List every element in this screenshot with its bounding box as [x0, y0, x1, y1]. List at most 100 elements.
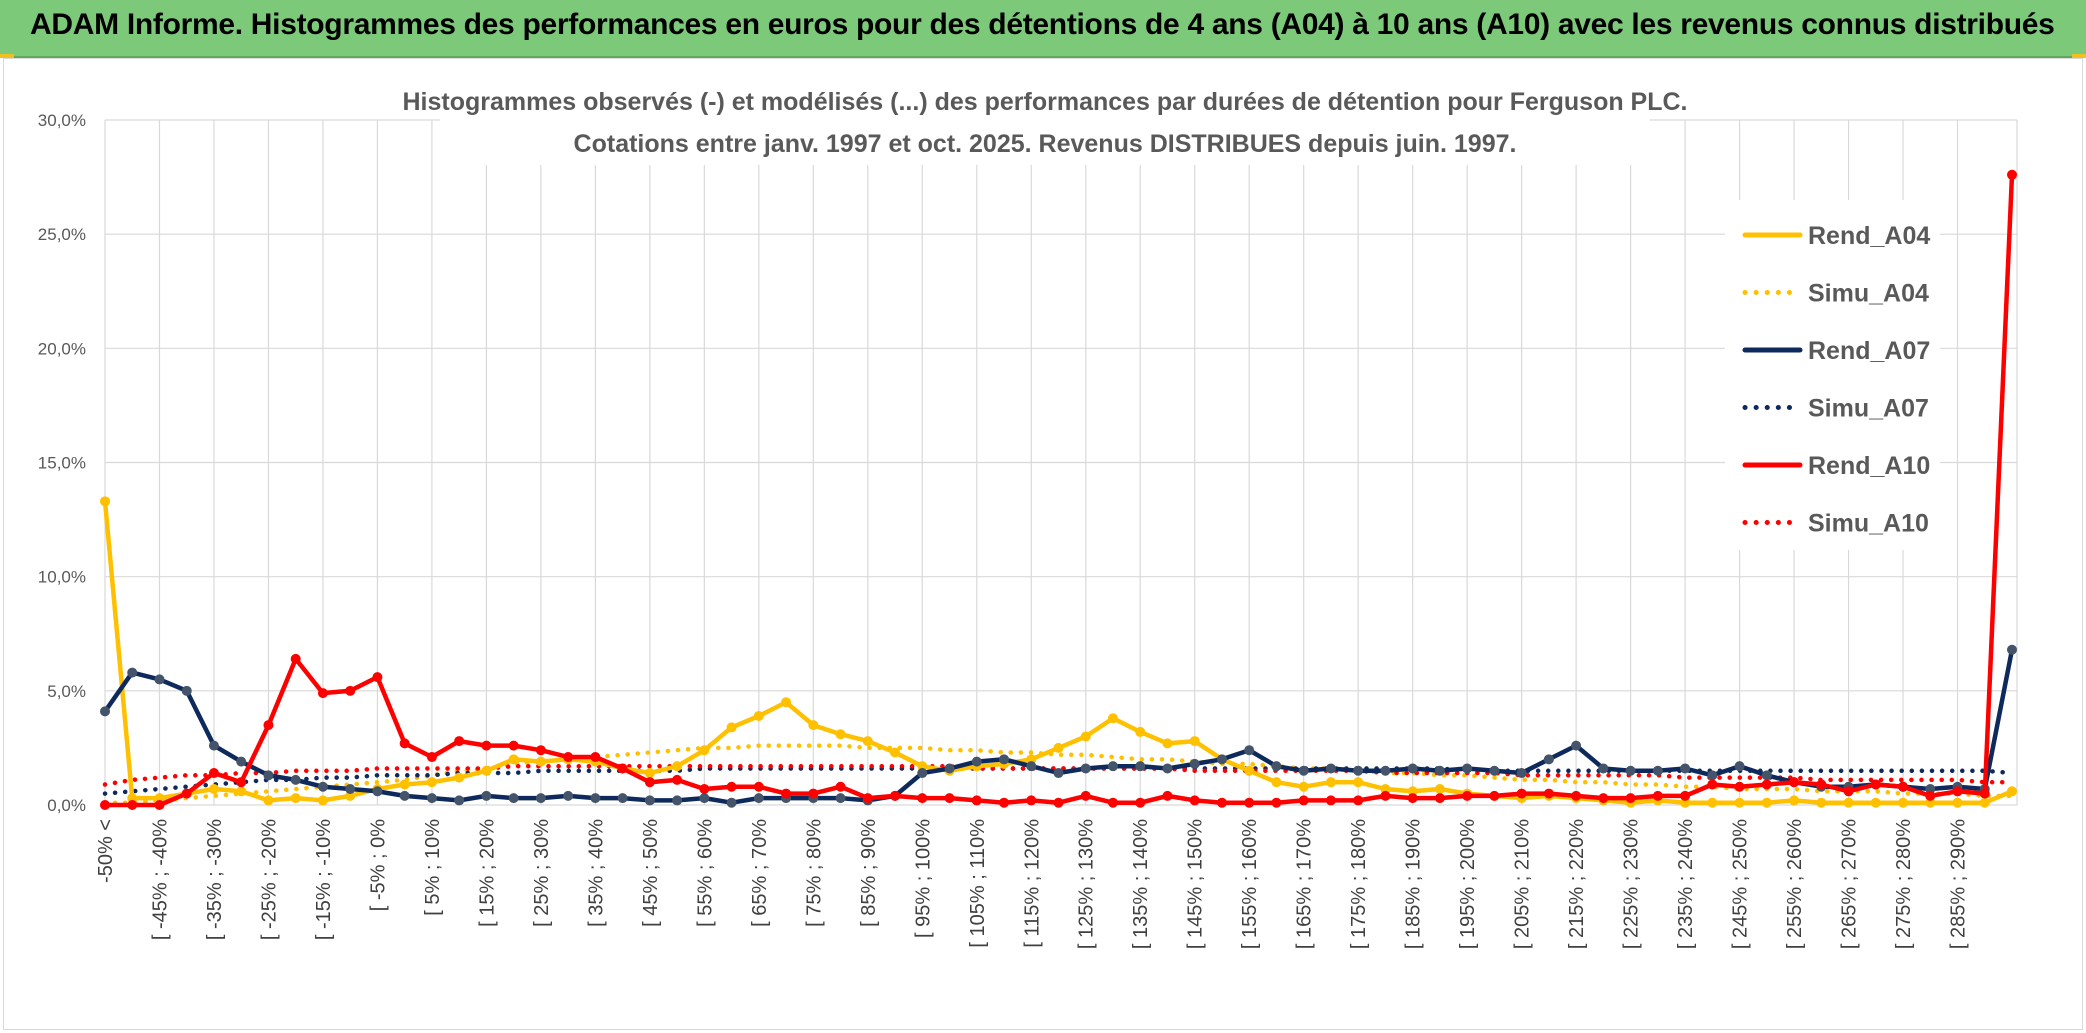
data-point-rend_a10	[1652, 790, 1663, 801]
data-point-rend_a10	[699, 784, 710, 795]
x-tick-label: [ 245% ; 250%	[1730, 819, 1752, 949]
data-point-rend_a07	[127, 667, 138, 678]
data-point-rend_a07	[1407, 763, 1418, 774]
data-point-rend_a07	[508, 793, 519, 804]
series-layer	[100, 169, 2017, 810]
data-point-rend_a04	[454, 772, 465, 783]
data-point-rend_a10	[1952, 786, 1963, 797]
x-tick-label: [ 255% ; 260%	[1784, 819, 1806, 949]
data-point-rend_a10	[1325, 795, 1336, 806]
x-tick-label: [ 115% ; 120%	[1021, 819, 1043, 948]
data-point-rend_a07	[1216, 754, 1227, 765]
data-point-rend_a04	[1162, 738, 1173, 749]
data-point-rend_a04	[208, 784, 219, 795]
data-point-rend_a10	[1462, 790, 1473, 801]
data-point-rend_a07	[563, 790, 574, 801]
y-tick-label: 10,0%	[38, 568, 86, 587]
data-point-rend_a07	[154, 674, 165, 685]
data-point-rend_a07	[971, 756, 982, 767]
data-point-rend_a10	[644, 777, 655, 788]
data-point-rend_a04	[535, 756, 546, 767]
data-point-rend_a07	[454, 795, 465, 806]
data-point-rend_a10	[426, 752, 437, 763]
data-point-rend_a04	[890, 747, 901, 758]
data-point-rend_a04	[481, 765, 492, 776]
data-point-rend_a10	[1598, 793, 1609, 804]
data-point-rend_a04	[1843, 797, 1854, 808]
data-point-rend_a07	[699, 793, 710, 804]
x-axis-ticks: -50% < [ -45% ; -40% [ -35% ; -30% [ -25% ;…	[95, 819, 1970, 949]
data-point-rend_a07	[1598, 763, 1609, 774]
data-point-rend_a10	[1979, 788, 1990, 799]
data-point-rend_a04	[100, 496, 110, 507]
data-point-rend_a10	[100, 800, 110, 810]
data-point-rend_a10	[154, 800, 165, 810]
data-point-rend_a07	[1353, 765, 1364, 776]
data-point-rend_a10	[454, 736, 465, 747]
data-point-rend_a04	[1816, 797, 1827, 808]
corner-accent-right	[2072, 54, 2086, 58]
data-point-rend_a10	[2007, 169, 2017, 180]
data-point-rend_a10	[1489, 790, 1500, 801]
data-point-rend_a04	[753, 710, 764, 721]
data-point-rend_a10	[317, 688, 328, 699]
x-tick-label: [ 105% ; 110%	[967, 819, 989, 948]
data-point-rend_a07	[1107, 761, 1118, 772]
data-point-rend_a10	[1026, 795, 1037, 806]
data-point-rend_a10	[399, 738, 410, 749]
data-point-rend_a04	[808, 720, 819, 731]
data-point-rend_a10	[208, 768, 219, 779]
data-point-rend_a07	[1135, 761, 1146, 772]
data-point-rend_a10	[944, 793, 955, 804]
data-point-rend_a04	[1189, 736, 1200, 747]
data-point-rend_a04	[1244, 765, 1255, 776]
x-tick-label: [ 275% ; 280%	[1893, 819, 1915, 949]
data-point-rend_a10	[1434, 793, 1445, 804]
x-tick-label: [ 45% ; 50%	[640, 819, 662, 927]
data-point-rend_a10	[1162, 790, 1173, 801]
data-point-rend_a10	[672, 774, 683, 785]
data-point-rend_a07	[1707, 770, 1718, 781]
data-point-rend_a10	[563, 752, 574, 763]
x-tick-label: [ -5% ; 0%	[367, 819, 389, 911]
series-line-rend_a07	[102, 647, 2015, 805]
data-point-rend_a10	[1571, 790, 1582, 801]
data-point-rend_a04	[399, 779, 410, 790]
data-point-rend_a04	[508, 754, 519, 765]
data-point-rend_a10	[372, 672, 383, 683]
x-tick-label: [ -45% ; -40%	[149, 819, 171, 940]
data-point-rend_a10	[1271, 797, 1282, 808]
data-point-rend_a07	[181, 685, 192, 696]
x-tick-label: [ 55% ; 60%	[694, 819, 716, 927]
data-point-rend_a07	[1625, 765, 1636, 776]
data-point-rend_a10	[835, 781, 846, 792]
data-point-rend_a07	[726, 797, 737, 808]
data-point-rend_a07	[1761, 770, 1772, 781]
data-point-rend_a10	[917, 793, 928, 804]
corner-accent-left	[0, 54, 14, 58]
data-point-rend_a04	[862, 736, 873, 747]
data-point-rend_a07	[590, 793, 601, 804]
data-point-rend_a07	[1325, 763, 1336, 774]
data-point-rend_a07	[917, 768, 928, 779]
legend: Rend_A04 Simu_A04 Rend_A07 Simu_A07 Rend_A10…	[1742, 222, 1930, 538]
legend-label-rend_a04: Rend_A04	[1808, 222, 1930, 250]
data-point-rend_a04	[263, 795, 274, 806]
data-point-rend_a10	[1843, 786, 1854, 797]
data-point-rend_a10	[1080, 790, 1091, 801]
data-point-rend_a04	[317, 795, 328, 806]
banner-title: ADAM Informe. Histogrammes des performan…	[30, 8, 2055, 41]
data-point-rend_a10	[481, 740, 492, 751]
y-tick-label: 20,0%	[38, 339, 86, 358]
data-point-rend_a07	[2007, 644, 2017, 655]
data-point-rend_a10	[1380, 790, 1391, 801]
data-point-rend_a10	[1135, 797, 1146, 808]
data-point-rend_a04	[2007, 786, 2017, 797]
data-point-rend_a04	[699, 745, 710, 756]
legend-label-simu_a07: Simu_A07	[1808, 395, 1929, 423]
data-point-rend_a10	[753, 781, 764, 792]
data-point-rend_a07	[1652, 765, 1663, 776]
series-line-simu_a04	[102, 743, 2015, 805]
data-point-rend_a07	[317, 781, 328, 792]
